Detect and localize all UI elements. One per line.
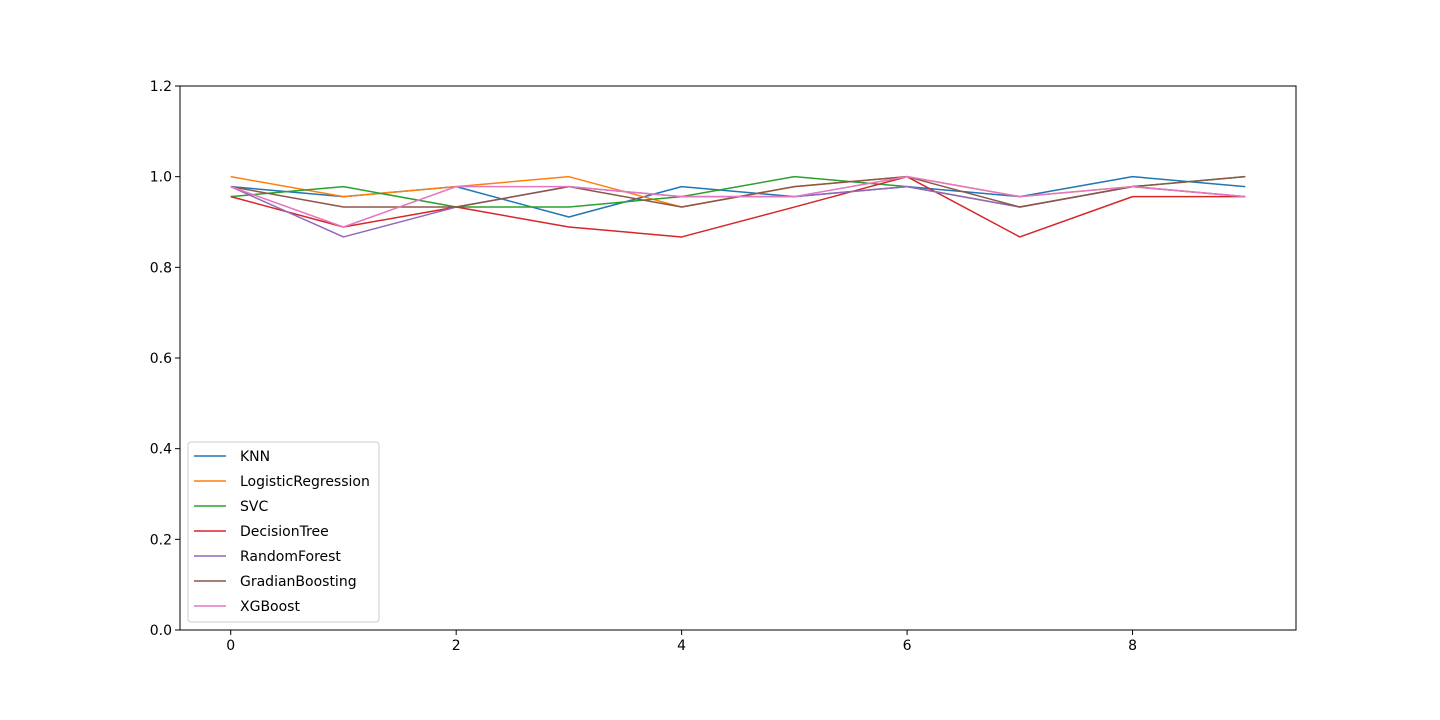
y-axis: 0.0 0.2 0.4 0.6 0.8 1.0 1.2 xyxy=(150,79,180,639)
x-tick-label: 0 xyxy=(226,638,235,654)
x-tick-label: 4 xyxy=(677,638,686,654)
y-tick-label: 0.2 xyxy=(150,532,172,548)
x-tick-label: 2 xyxy=(452,638,461,654)
legend-label: XGBoost xyxy=(240,599,300,615)
y-tick-label: 0.8 xyxy=(150,260,172,276)
legend-label: RandomForest xyxy=(240,549,341,565)
legend: KNN LogisticRegression SVC DecisionTree Rand… xyxy=(187,441,380,623)
legend-label: KNN xyxy=(240,449,270,465)
series-line-xgboost xyxy=(230,175,1246,228)
y-tick-label: 1.0 xyxy=(150,170,172,186)
y-tick-label: 1.2 xyxy=(150,79,172,95)
series-line-decisiontree xyxy=(230,175,1246,238)
x-axis: 0 2 4 6 8 xyxy=(226,630,1137,654)
legend-label: SVC xyxy=(240,499,268,515)
legend-box xyxy=(187,441,380,623)
legend-label: LogisticRegression xyxy=(240,474,370,490)
y-tick-label: 0.4 xyxy=(150,442,172,458)
legend-label: GradianBoosting xyxy=(240,574,357,590)
x-tick-label: 6 xyxy=(903,638,912,654)
y-tick-label: 0.0 xyxy=(150,623,172,639)
legend-label: DecisionTree xyxy=(240,524,329,540)
series-layer xyxy=(230,175,1246,238)
y-tick-label: 0.6 xyxy=(150,351,172,367)
x-tick-label: 8 xyxy=(1128,638,1137,654)
